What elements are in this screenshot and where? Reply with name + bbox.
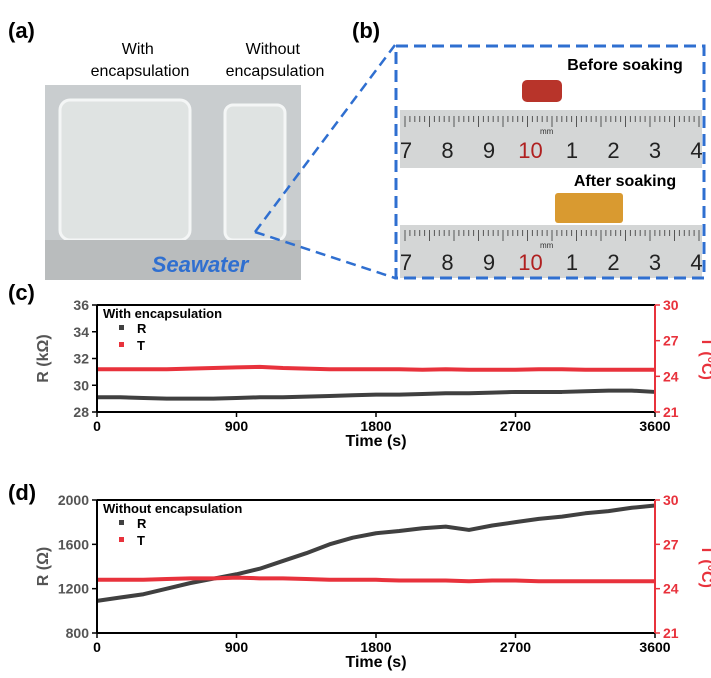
panel-label: (d) — [8, 480, 36, 505]
connector — [254, 230, 396, 280]
y2-tick-label: 27 — [663, 536, 679, 552]
ruler-digit: 8 — [441, 138, 453, 163]
y-axis-label: R (kΩ) — [35, 334, 52, 382]
y2-tick-label: 30 — [663, 297, 679, 313]
y2-tick-label: 27 — [663, 333, 679, 349]
ruler-labels: 7 8 9 10 1 2 3 4 mm 7 8 9 10 1 2 3 4 mm — [400, 116, 703, 275]
label-line: With — [122, 41, 154, 58]
table — [45, 240, 301, 280]
x-tick-label: 0 — [93, 639, 101, 655]
x-axis-label: Time (s) — [345, 433, 406, 450]
y2-tick-label: 30 — [663, 492, 679, 508]
ruler-digit: 10 — [518, 250, 542, 275]
ruler-digit: 9 — [483, 138, 495, 163]
panel-label: (b) — [352, 18, 380, 43]
legend-marker — [119, 342, 124, 347]
photo-label: After soaking — [574, 173, 676, 190]
panel-label: (a) — [8, 18, 35, 43]
y-tick-label: 800 — [66, 625, 90, 641]
legend-label: T — [137, 338, 145, 353]
y2-tick-label: 24 — [663, 368, 679, 384]
legend-marker — [119, 537, 124, 542]
y-tick-label: 32 — [73, 351, 89, 367]
x-axis-label: Time (s) — [345, 654, 406, 671]
legend-marker — [119, 325, 124, 330]
ruler-digit: 3 — [649, 138, 661, 163]
ruler-digit: 8 — [441, 250, 453, 275]
y2-axis-label: T (°C) — [698, 337, 711, 380]
y-tick-label: 28 — [73, 404, 89, 420]
sensor — [555, 193, 623, 223]
x-tick-label: 2700 — [500, 418, 531, 434]
x-tick-label: 1800 — [360, 418, 391, 434]
x-tick-label: 0 — [93, 418, 101, 434]
ruler-unit: mm — [540, 127, 554, 136]
ruler-digit: 3 — [649, 250, 661, 275]
line-series — [97, 575, 655, 584]
x-tick-label: 3600 — [639, 639, 670, 655]
beaker — [223, 103, 287, 242]
line-series — [97, 364, 655, 372]
legend-title: Without encapsulation — [103, 501, 242, 516]
zoom-box — [394, 44, 706, 280]
ruler-digit: 7 — [400, 250, 412, 275]
ruler-digit: 1 — [566, 138, 578, 163]
label-line: encapsulation — [91, 63, 190, 80]
ruler-digit: 1 — [566, 250, 578, 275]
legend-label: R — [137, 321, 147, 336]
caption: Seawater — [152, 252, 250, 277]
y2-tick-label: 21 — [663, 404, 679, 420]
x-tick-label: 3600 — [639, 418, 670, 434]
ruler-digit: 9 — [483, 250, 495, 275]
legend-label: R — [137, 516, 147, 531]
line-series — [97, 388, 656, 401]
ruler — [400, 225, 702, 278]
label-line: encapsulation — [226, 63, 325, 80]
y-tick-label: 30 — [73, 377, 89, 393]
y-tick-label: 1200 — [58, 581, 89, 597]
y-tick-label: 1600 — [58, 536, 89, 552]
ruler-digit: 10 — [518, 138, 542, 163]
beaker — [58, 98, 192, 242]
ruler-digit: 4 — [690, 138, 702, 163]
ruler-digit: 4 — [690, 250, 702, 275]
x-tick-label: 900 — [225, 639, 249, 655]
y2-axis-label: T (°C) — [698, 545, 711, 588]
y2-tick-label: 24 — [663, 581, 679, 597]
y-tick-label: 34 — [73, 324, 89, 340]
photo-label: Before soaking — [567, 57, 683, 74]
photo-label: Without encapsulation — [226, 41, 325, 80]
x-tick-label: 900 — [225, 418, 249, 434]
ruler-digit: 2 — [607, 250, 619, 275]
ruler-digit: 7 — [400, 138, 412, 163]
panel-label: (c) — [8, 280, 35, 305]
x-tick-label: 1800 — [360, 639, 391, 655]
y-tick-label: 2000 — [58, 492, 89, 508]
y2-tick-label: 21 — [663, 625, 679, 641]
legend-title: With encapsulation — [103, 306, 222, 321]
line-series — [96, 503, 656, 603]
photo-label: With encapsulation — [91, 41, 190, 80]
label-line: Without — [246, 41, 301, 58]
sensor — [522, 80, 562, 102]
y-axis-label: R (Ω) — [35, 547, 52, 586]
connector — [253, 44, 397, 233]
ruler — [400, 110, 702, 168]
legend-marker — [119, 520, 124, 525]
ruler-digit: 2 — [607, 138, 619, 163]
y-tick-label: 36 — [73, 297, 89, 313]
legend-label: T — [137, 533, 145, 548]
charts: (c) 0 900 1800 2700 3600 28 30 32 34 36 21 24 27 30 Tim… — [8, 280, 711, 671]
x-tick-label: 2700 — [500, 639, 531, 655]
ruler-unit: mm — [540, 241, 554, 250]
